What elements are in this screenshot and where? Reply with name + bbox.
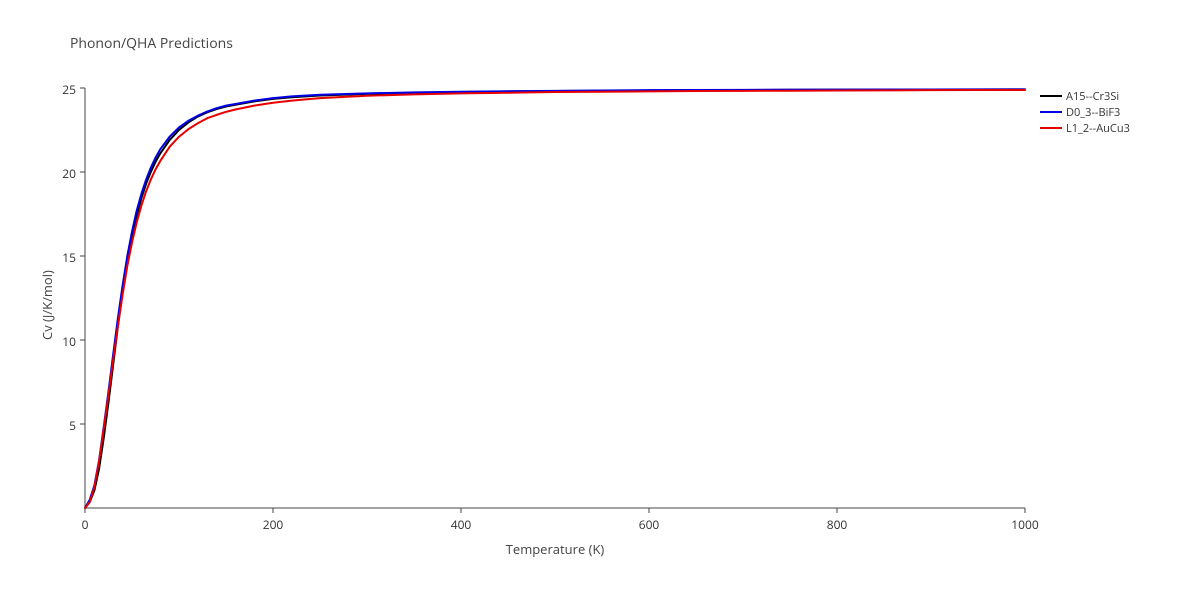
legend-swatch xyxy=(1040,111,1062,113)
y-tick-label: 25 xyxy=(62,81,76,98)
x-tick-label: 400 xyxy=(446,516,476,533)
y-tick-label: 15 xyxy=(62,249,76,266)
legend-item[interactable]: D0_3--BiF3 xyxy=(1040,104,1130,120)
x-tick-label: 600 xyxy=(634,516,664,533)
legend-item[interactable]: A15--Cr3Si xyxy=(1040,88,1130,104)
y-axis-label: Cv (J/K/mol) xyxy=(38,270,56,340)
legend-label: L1_2--AuCu3 xyxy=(1066,121,1130,136)
y-tick-label: 5 xyxy=(69,417,76,434)
x-tick-label: 200 xyxy=(258,516,288,533)
x-tick-label: 0 xyxy=(70,516,100,533)
legend-label: D0_3--BiF3 xyxy=(1066,105,1120,120)
x-tick-label: 1000 xyxy=(1010,516,1040,533)
legend-swatch xyxy=(1040,95,1062,97)
y-tick-label: 10 xyxy=(62,333,76,350)
series-line[interactable] xyxy=(85,89,1025,508)
x-axis-label: Temperature (K) xyxy=(495,540,615,558)
x-tick-label: 800 xyxy=(822,516,852,533)
series-line[interactable] xyxy=(85,90,1025,508)
legend: A15--Cr3SiD0_3--BiF3L1_2--AuCu3 xyxy=(1040,88,1130,136)
y-tick-label: 20 xyxy=(62,165,76,182)
legend-label: A15--Cr3Si xyxy=(1066,89,1119,104)
series-line[interactable] xyxy=(85,89,1025,508)
chart-svg xyxy=(0,0,1200,600)
legend-item[interactable]: L1_2--AuCu3 xyxy=(1040,120,1130,136)
legend-swatch xyxy=(1040,127,1062,129)
